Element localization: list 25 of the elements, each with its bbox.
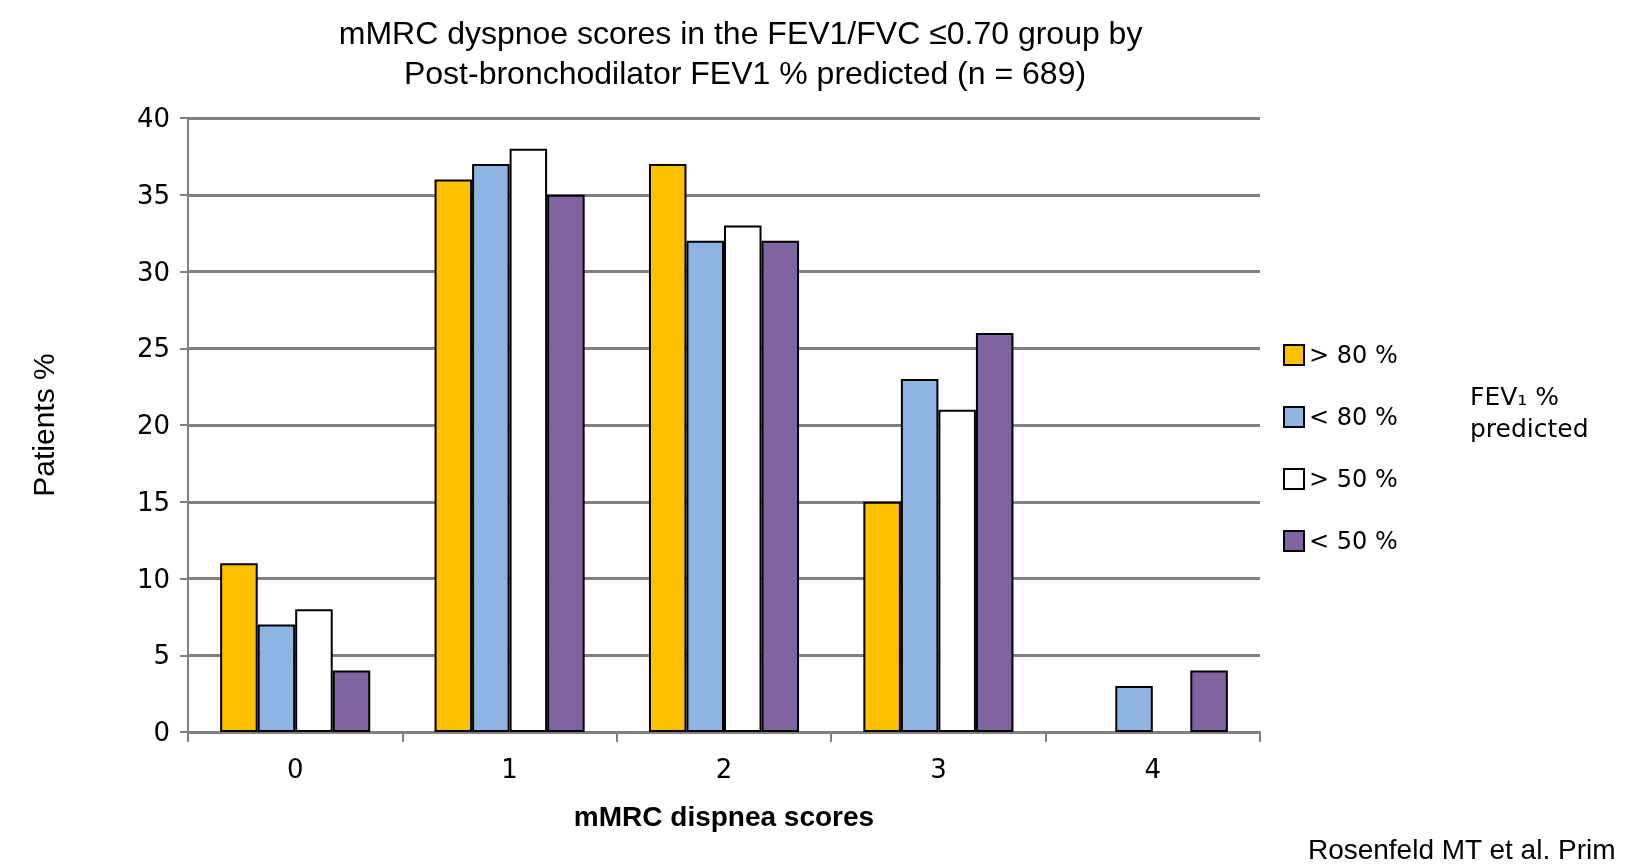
y-tick-label: 30	[136, 256, 170, 287]
bar	[1115, 685, 1153, 732]
y-axis-title: Patients %	[26, 353, 60, 497]
y-tick-label: 40	[136, 103, 170, 133]
bar	[1190, 670, 1228, 732]
y-tick-label: 5	[153, 640, 170, 671]
legend-title: FEV₁ % predicted	[1470, 381, 1589, 443]
y-tick-label: 25	[136, 333, 170, 364]
y-tick-label: 10	[136, 563, 170, 594]
x-tick-label: 3	[930, 754, 947, 784]
legend-label: > 50 %	[1309, 465, 1398, 493]
legend-label: < 50 %	[1309, 527, 1398, 555]
text: Rosenfeld MT et al. Prim	[1307, 833, 1616, 865]
y-tick-label: 15	[136, 486, 170, 517]
x-axis-title: mMRC dispnea scores	[573, 800, 875, 832]
legend-label: < 80 %	[1309, 403, 1398, 431]
x-tick-label: 4	[1144, 754, 1162, 784]
x-tick-label: 1	[501, 754, 518, 784]
legend-label: > 80 %	[1309, 341, 1398, 369]
x-tick-label: 0	[286, 754, 304, 784]
x-tick-label: 2	[715, 754, 733, 784]
y-tick-label: 20	[136, 410, 170, 440]
chart-title: mMRC dyspnoe scores in the FEV1/FVC ≤0.70 group by Post-bronchodilator FEV1 % predicted (n = 689)	[338, 15, 1152, 91]
y-tick-label: 0	[153, 717, 170, 747]
y-tick-label: 35	[136, 179, 170, 210]
